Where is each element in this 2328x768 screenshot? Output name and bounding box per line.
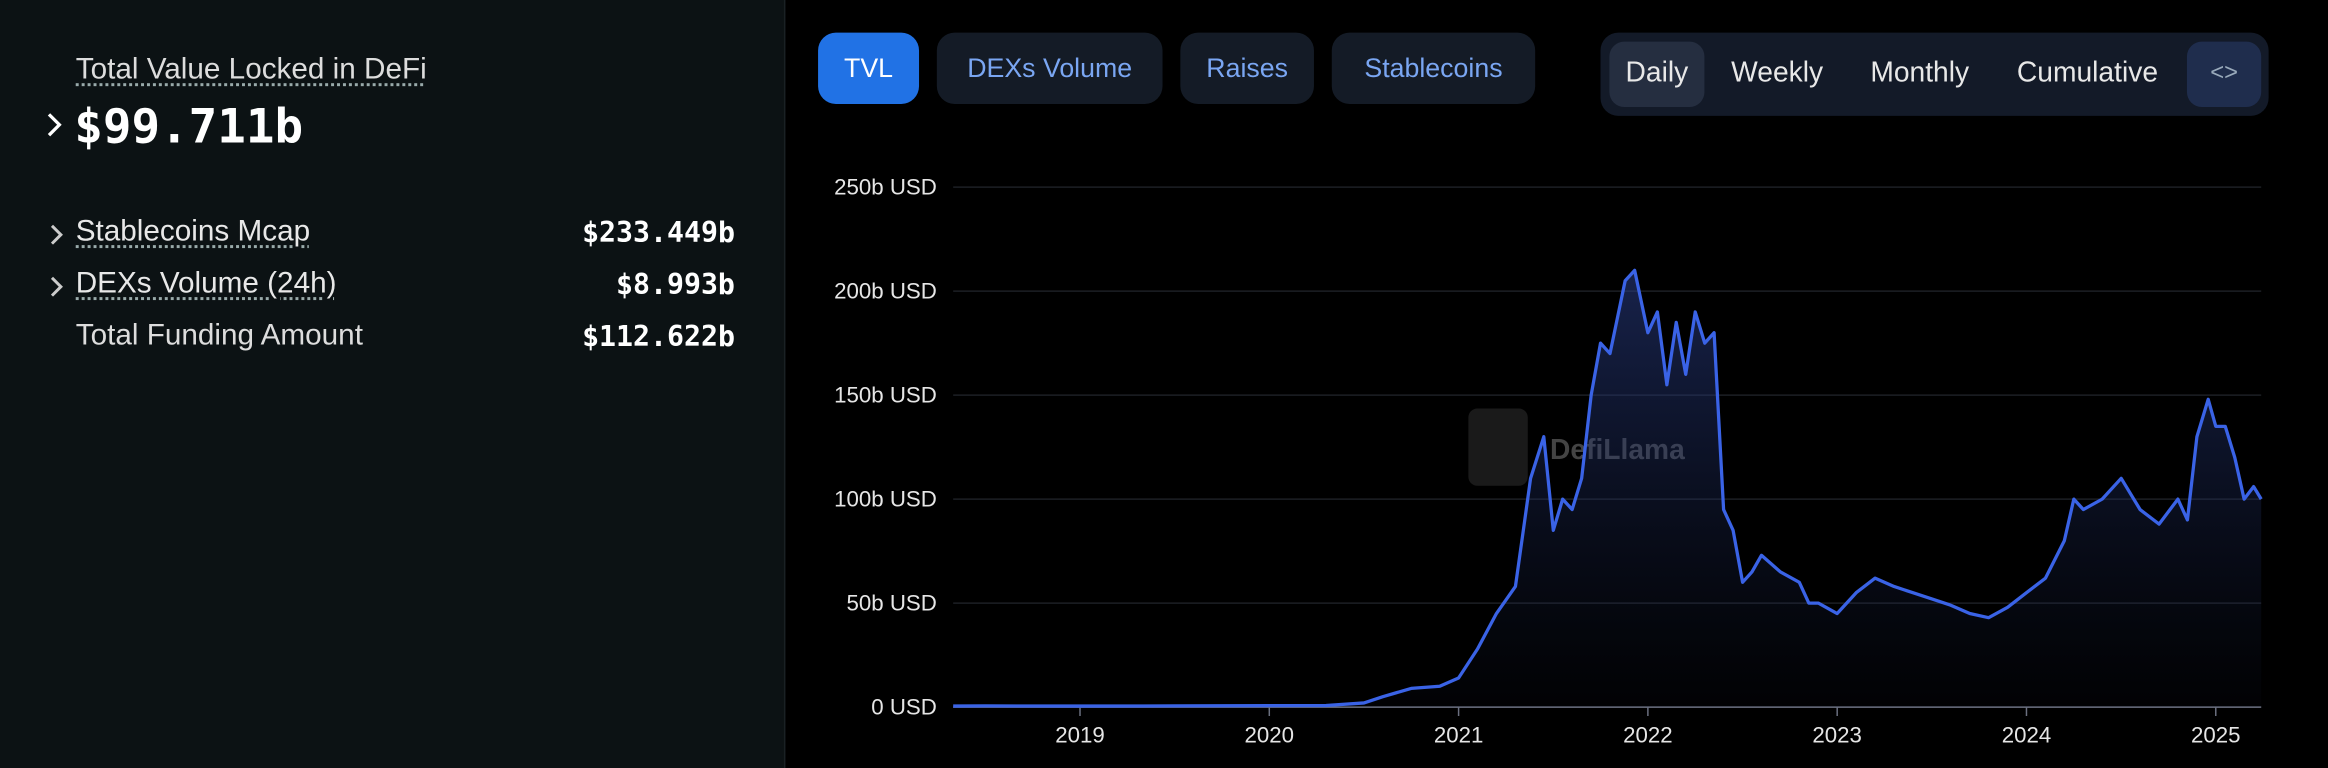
stat-label[interactable]: Stablecoins Mcap: [75, 215, 311, 249]
stat-value: $233.449b: [582, 216, 735, 250]
area: [953, 270, 2262, 708]
stats-panel: Total Value Locked in DeFi $99.711b Stab…: [0, 0, 786, 768]
x-tick-label: 2022: [1623, 723, 1673, 748]
stat-value: $112.622b: [582, 320, 735, 354]
chevron[interactable]: [48, 223, 66, 247]
y-tick-label: 150b USD: [834, 383, 937, 408]
period-button[interactable]: Cumulative: [2016, 57, 2159, 90]
stat-value: $8.993b: [616, 268, 735, 302]
period-button[interactable]: Daily: [1609, 41, 1705, 107]
x-tick-label: 2025: [2191, 723, 2241, 748]
chevron[interactable]: [48, 275, 66, 299]
x-tick-label: 2023: [1812, 723, 1862, 748]
x-tick-label: 2019: [1055, 723, 1105, 748]
x-tick-label: 2021: [1434, 723, 1484, 748]
embed-button[interactable]: <>: [2186, 41, 2262, 107]
period-button[interactable]: Monthly: [1870, 57, 1970, 90]
y-tick-label: 200b USD: [834, 279, 937, 304]
y-tick-label: 50b USD: [847, 591, 937, 616]
y-tick-label: 100b USD: [834, 487, 937, 512]
x-tick-label: 2020: [1245, 723, 1295, 748]
period-toggle: Daily Weekly Monthly Cumulative <>: [1600, 32, 2269, 116]
tvl-line: [953, 268, 2263, 708]
stat-label[interactable]: DEXs Volume (24h): [75, 267, 337, 301]
tab[interactable]: Raises: [1180, 32, 1314, 104]
x-tick-label: 2024: [2002, 723, 2052, 748]
tab[interactable]: Stablecoins: [1331, 32, 1536, 104]
y-tick-label: 0 USD: [871, 695, 937, 720]
period-button[interactable]: Weekly: [1731, 57, 1824, 90]
y-tick-label: 250b USD: [834, 175, 937, 200]
stat-label: Total Funding Amount: [75, 319, 363, 353]
tvl-title[interactable]: Total Value Locked in DeFi: [75, 53, 427, 87]
tab[interactable]: DEXs Volume: [936, 32, 1163, 104]
chevron[interactable]: [45, 110, 66, 140]
tab[interactable]: TVL: [818, 32, 920, 104]
watermark-logo: [1468, 408, 1528, 486]
tvl-value: $99.711b: [74, 98, 304, 155]
